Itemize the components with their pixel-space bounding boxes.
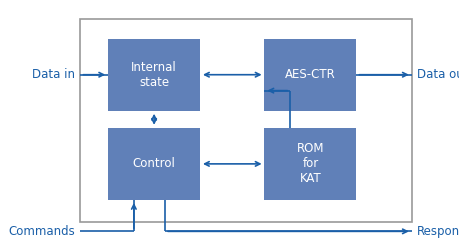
Bar [264, 128, 356, 200]
Bar [108, 39, 200, 111]
Bar [264, 39, 356, 111]
Bar [108, 128, 200, 200]
Text: Data in: Data in [32, 68, 75, 81]
Text: Control: Control [132, 157, 175, 170]
Text: AES-CTR: AES-CTR [285, 68, 335, 81]
Text: Data out: Data out [416, 68, 459, 81]
Text: Commands: Commands [8, 225, 75, 238]
Bar [80, 19, 411, 222]
Text: Responses: Responses [416, 225, 459, 238]
Text: Internal
state: Internal state [131, 61, 177, 89]
Text: ROM
for
KAT: ROM for KAT [296, 142, 324, 185]
